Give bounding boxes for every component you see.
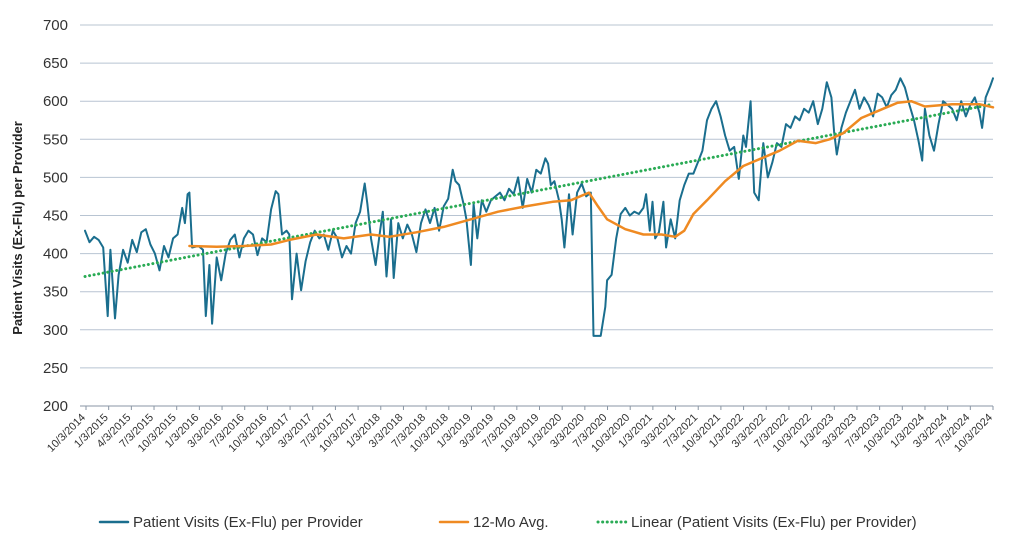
y-tick-label: 550 [43, 131, 68, 148]
series-line-2 [83, 102, 995, 278]
y-tick-label: 250 [43, 360, 68, 377]
y-tick-label: 350 [43, 284, 68, 301]
series-line-1 [188, 99, 995, 248]
y-tick-label: 300 [43, 322, 68, 339]
y-tick-label: 450 [43, 208, 68, 225]
y-tick-label: 650 [43, 55, 68, 72]
y-tick-label: 500 [43, 169, 68, 186]
legend-label: 12-Mo Avg. [473, 514, 549, 531]
y-axis-ticks: 200 250 300 350 400 450 500 550 600 650 700 [43, 17, 68, 415]
series-lines [83, 77, 995, 337]
y-tick-label: 700 [43, 17, 68, 34]
y-tick-label: 400 [43, 246, 68, 263]
series-line-0 [84, 77, 994, 337]
x-axis-ticks: 10/3/20141/3/20154/3/20157/3/201510/3/20… [45, 406, 995, 455]
legend-label: Patient Visits (Ex-Flu) per Provider [133, 514, 363, 531]
y-tick-label: 600 [43, 93, 68, 110]
y-tick-label: 200 [43, 398, 68, 415]
legend: Patient Visits (Ex-Flu) per Provider 12-M… [98, 514, 917, 531]
legend-label: Linear (Patient Visits (Ex-Flu) per Prov… [631, 514, 917, 531]
y-axis-label: Patient Visits (Ex-Flu) per Provider [10, 121, 25, 335]
gridlines [80, 24, 993, 407]
